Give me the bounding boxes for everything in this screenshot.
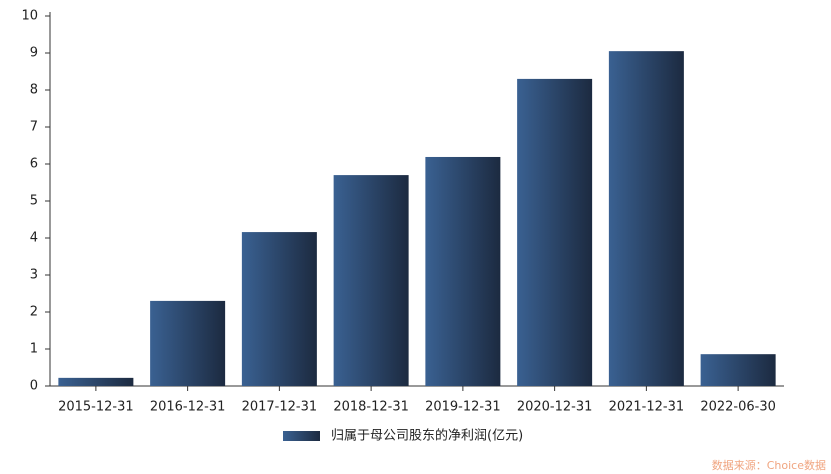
bar xyxy=(150,300,226,386)
y-tick-label: 2 xyxy=(30,305,38,320)
y-tick-label: 1 xyxy=(30,342,38,357)
y-tick-label: 9 xyxy=(30,46,38,61)
y-tick-label: 6 xyxy=(30,157,38,172)
y-tick-label: 0 xyxy=(30,379,38,394)
x-tick-label: 2015-12-31 xyxy=(58,400,134,415)
x-tick-label: 2021-12-31 xyxy=(609,400,685,415)
y-tick-label: 8 xyxy=(30,83,38,98)
legend-label: 归属于母公司股东的净利润(亿元) xyxy=(331,428,523,444)
y-tick-label: 10 xyxy=(21,9,38,24)
bar xyxy=(58,377,134,386)
bar xyxy=(241,232,317,386)
x-tick-label: 2019-12-31 xyxy=(425,400,501,415)
y-tick-label: 5 xyxy=(30,194,38,209)
x-tick-label: 2020-12-31 xyxy=(517,400,593,415)
y-tick-label: 3 xyxy=(30,268,38,283)
bar xyxy=(608,51,684,387)
x-tick-label: 2022-06-30 xyxy=(700,400,776,415)
x-tick-label: 2016-12-31 xyxy=(150,400,226,415)
bar xyxy=(700,354,776,386)
y-tick-label: 4 xyxy=(30,231,38,246)
x-tick-label: 2018-12-31 xyxy=(333,400,409,415)
bar xyxy=(425,156,501,386)
legend-swatch xyxy=(283,431,320,441)
bar xyxy=(333,175,409,386)
x-tick-label: 2017-12-31 xyxy=(242,400,318,415)
bar xyxy=(517,78,593,387)
source-note: 数据来源：Choice数据 xyxy=(712,458,826,472)
y-tick-label: 7 xyxy=(30,120,38,135)
